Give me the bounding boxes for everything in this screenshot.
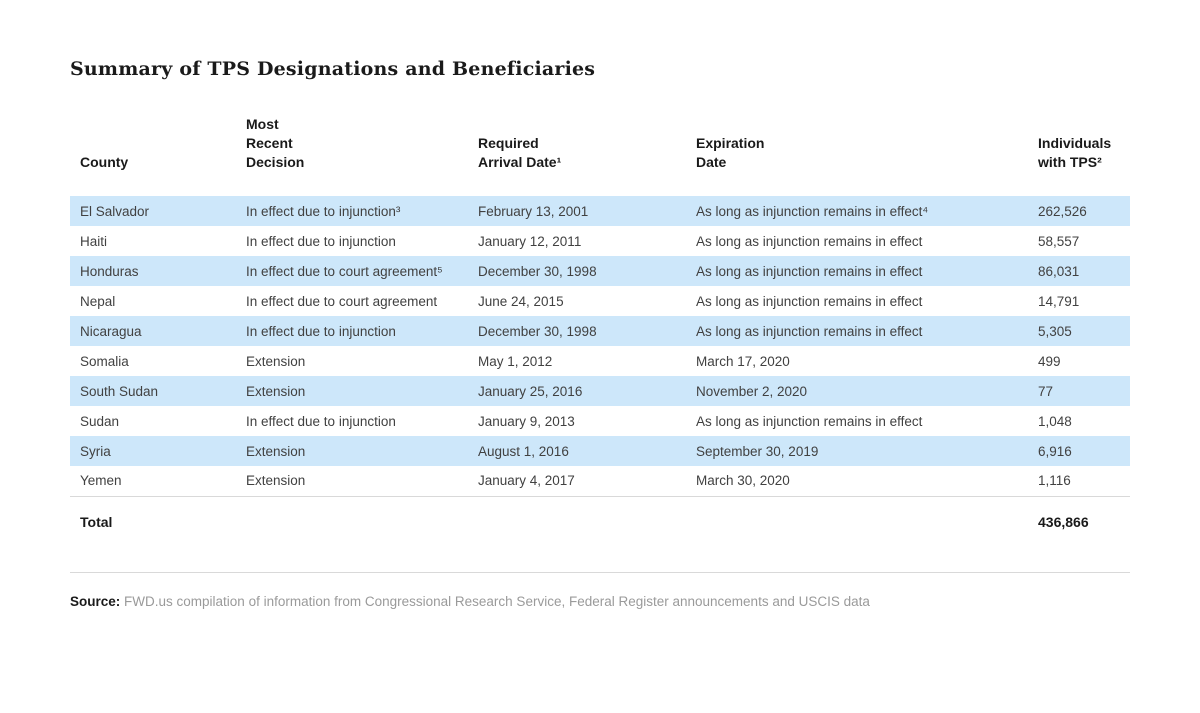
cell-expiration-date: March 30, 2020 — [696, 473, 790, 489]
cell-individuals: 58,557 — [1038, 233, 1080, 249]
source-note: Source: FWD.us compilation of informatio… — [70, 593, 1200, 611]
total-value: 436,866 — [1028, 495, 1130, 572]
column-header-line: Recent — [246, 135, 293, 151]
table-row: Nepal In effect due to court agreement J… — [70, 286, 1130, 316]
divider — [70, 571, 1130, 573]
table-footer: Total 436,866 — [70, 495, 1130, 572]
table-row: Syria Extension August 1, 2016 September… — [70, 436, 1130, 466]
table-header: County Most Recent Decision Required Arr… — [70, 115, 1130, 196]
total-label: Total — [70, 495, 1028, 572]
cell-arrival-date: May 1, 2012 — [478, 353, 553, 369]
cell-individuals: 262,526 — [1028, 196, 1130, 226]
table-row: Haiti In effect due to injunction Januar… — [70, 226, 1130, 256]
column-header-line: Most — [246, 116, 279, 132]
table-row: Honduras In effect due to court agreemen… — [70, 256, 1130, 286]
column-header-line: Expiration — [696, 135, 765, 151]
cell-county: El Salvador — [70, 196, 236, 226]
cell-county: Yemen — [80, 473, 122, 489]
cell-expiration-date: November 2, 2020 — [686, 376, 1028, 406]
cell-arrival-date: January 9, 2013 — [478, 413, 575, 429]
column-header-expiration-date: Expiration Date — [686, 115, 1028, 196]
cell-decision: In effect due to court agreement⁵ — [236, 256, 468, 286]
cell-expiration-date: September 30, 2019 — [686, 436, 1028, 466]
cell-expiration-date: As long as injunction remains in effect — [696, 293, 923, 309]
cell-decision: Extension — [236, 376, 468, 406]
cell-decision: Extension — [246, 473, 306, 489]
cell-decision: In effect due to injunction — [236, 316, 468, 346]
cell-expiration-date: March 17, 2020 — [696, 353, 790, 369]
page-title: Summary of TPS Designations and Benefici… — [70, 58, 596, 80]
cell-arrival-date: December 30, 1998 — [468, 316, 686, 346]
table-row: Yemen Extension January 4, 2017 March 30… — [70, 466, 1130, 496]
cell-county: Syria — [70, 436, 236, 466]
cell-decision: In effect due to court agreement — [246, 293, 438, 309]
column-header-county: County — [70, 115, 236, 196]
column-header-line: with TPS² — [1038, 154, 1102, 170]
tps-summary-table: County Most Recent Decision Required Arr… — [70, 115, 1130, 572]
table-row: El Salvador In effect due to injunction³… — [70, 196, 1130, 226]
cell-decision: Extension — [246, 353, 306, 369]
cell-individuals: 77 — [1028, 376, 1130, 406]
cell-arrival-date: June 24, 2015 — [478, 293, 564, 309]
cell-county: Nicaragua — [70, 316, 236, 346]
total-row: Total 436,866 — [70, 495, 1130, 572]
cell-individuals: 86,031 — [1028, 256, 1130, 286]
cell-expiration-date: As long as injunction remains in effect — [696, 413, 923, 429]
source-label: Source: — [70, 593, 121, 609]
cell-expiration-date: As long as injunction remains in effect — [696, 233, 923, 249]
cell-decision: Extension — [236, 436, 468, 466]
cell-arrival-date: December 30, 1998 — [468, 256, 686, 286]
column-header-line: Individuals — [1038, 135, 1112, 151]
table-row: Somalia Extension May 1, 2012 March 17, … — [70, 346, 1130, 376]
cell-arrival-date: January 12, 2011 — [478, 233, 582, 249]
cell-county: Honduras — [70, 256, 236, 286]
page: Summary of TPS Designations and Benefici… — [0, 56, 1200, 713]
cell-expiration-date: As long as injunction remains in effect⁴ — [686, 196, 1028, 226]
cell-expiration-date: As long as injunction remains in effect — [686, 256, 1028, 286]
cell-arrival-date: August 1, 2016 — [468, 436, 686, 466]
cell-arrival-date: January 4, 2017 — [478, 473, 575, 489]
column-header-individuals-with-tps: Individuals with TPS² — [1028, 115, 1130, 196]
cell-decision: In effect due to injunction — [246, 413, 396, 429]
cell-arrival-date: January 25, 2016 — [468, 376, 686, 406]
cell-individuals: 1,116 — [1038, 473, 1071, 489]
table-row: Sudan In effect due to injunction Januar… — [70, 406, 1130, 436]
cell-arrival-date: February 13, 2001 — [468, 196, 686, 226]
cell-individuals: 6,916 — [1028, 436, 1130, 466]
cell-county: Nepal — [80, 293, 116, 309]
table-row: Nicaragua In effect due to injunction De… — [70, 316, 1130, 346]
cell-expiration-date: As long as injunction remains in effect — [686, 316, 1028, 346]
column-header-most-recent-decision: Most Recent Decision — [236, 115, 468, 196]
cell-individuals: 499 — [1038, 353, 1061, 369]
cell-decision: In effect due to injunction — [246, 233, 396, 249]
column-header-line: County — [80, 154, 129, 170]
column-header-line: Required — [478, 135, 539, 151]
cell-individuals: 5,305 — [1028, 316, 1130, 346]
column-header-required-arrival-date: Required Arrival Date¹ — [468, 115, 686, 196]
table-header-row: County Most Recent Decision Required Arr… — [70, 115, 1130, 196]
cell-county: Sudan — [80, 413, 120, 429]
cell-decision: In effect due to injunction³ — [236, 196, 468, 226]
cell-county: South Sudan — [70, 376, 236, 406]
table-body: El Salvador In effect due to injunction³… — [70, 196, 1130, 496]
cell-county: Haiti — [80, 233, 108, 249]
column-header-line: Date — [696, 154, 727, 170]
cell-county: Somalia — [80, 353, 129, 369]
table-row: South Sudan Extension January 25, 2016 N… — [70, 376, 1130, 406]
cell-individuals: 1,048 — [1038, 413, 1072, 429]
column-header-line: Arrival Date¹ — [478, 154, 562, 170]
cell-individuals: 14,791 — [1038, 293, 1080, 309]
column-header-line: Decision — [246, 154, 305, 170]
source-text: FWD.us compilation of information from C… — [124, 593, 870, 609]
